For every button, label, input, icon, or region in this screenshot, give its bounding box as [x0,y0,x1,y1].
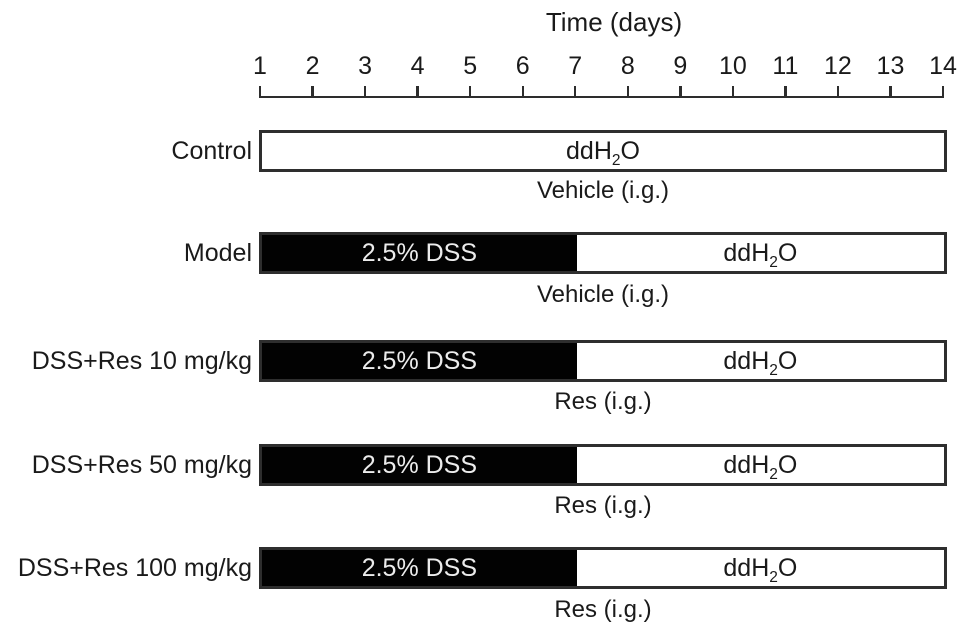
axis-tick-mark [626,86,629,98]
ddh2o-label: ddH2O [723,238,798,271]
treatment-label-res10: Res (i.g.) [554,388,652,415]
axis-day-number: 11 [772,52,799,80]
axis-tick-mark [574,86,577,98]
ddh2o-label-subscript: 2 [611,151,621,169]
axis-tick-mark [784,86,787,98]
ddh2o-label-subscript: 2 [769,361,778,379]
timeline-bar-control: ddH2O [259,130,947,172]
axis-day-number: 1 [253,52,267,80]
ddh2o-label-main: ddH [723,553,770,582]
axis-tick-mark [889,86,892,98]
segment-dss: 2.5% DSS [262,235,577,271]
segment-ddh2o: ddH2O [577,550,944,586]
timeline-bar-res50: 2.5% DSS ddH2O [259,444,947,486]
treatment-label-res50: Res (i.g.) [554,492,652,519]
ddh2o-label-main: ddH [723,238,770,267]
treatment-label-res100: Res (i.g.) [554,596,652,623]
segment-dss: 2.5% DSS [262,550,577,586]
axis-day-number: 13 [876,52,905,80]
axis-tick-mark [363,86,367,98]
axis-tick-mark [679,86,682,98]
axis-tick-mark [258,86,262,98]
treatment-label-control: Vehicle (i.g.) [536,177,670,204]
axis-tick-mark [836,86,840,98]
axis-day-number: 8 [620,52,635,80]
ddh2o-label-subscript: 2 [769,465,778,483]
time-axis: 1 2 3 4 5 6 7 8 9 10 11 12 13 14 [253,52,957,100]
axis-day-number: 9 [673,52,688,80]
ddh2o-label-tail: O [620,136,640,165]
axis-day-number: 10 [718,52,747,80]
segment-ddh2o: ddH2O [577,343,944,379]
ddh2o-label-tail: O [777,238,798,267]
ddh2o-label-tail: O [777,553,798,582]
group-label-control: Control [171,136,252,165]
ddh2o-label: ddH2O [723,346,798,379]
axis-tick-mark [521,86,524,98]
axis-day-number: 6 [515,52,530,80]
timeline-bar-model: 2.5% DSS ddH2O [259,232,947,274]
segment-dss: 2.5% DSS [262,447,577,483]
axis-day-number: 3 [358,52,373,80]
ddh2o-label-subscript: 2 [769,253,778,271]
axis-day-number: 2 [305,52,320,80]
axis-tick-mark [468,86,472,98]
ddh2o-label: ddH2O [723,553,798,586]
dss-label: 2.5% DSS [361,346,478,375]
axis-tick-mark [311,86,314,98]
segment-ddh2o: ddH2O [262,133,944,169]
axis-day-number: 5 [463,52,478,80]
axis-tick-mark [731,86,735,98]
group-label-res10: DSS+Res 10 mg/kg [31,346,252,375]
timeline-bar-res100: 2.5% DSS ddH2O [259,547,947,589]
segment-dss: 2.5% DSS [262,343,577,379]
axis-line [259,95,944,98]
treatment-label-model: Vehicle (i.g.) [536,281,670,308]
axis-tick-mark [416,86,419,98]
ddh2o-label-tail: O [777,346,798,375]
group-label-res50: DSS+Res 50 mg/kg [31,450,252,479]
ddh2o-label-tail: O [777,450,798,479]
ddh2o-label-subscript: 2 [769,568,778,586]
ddh2o-label: ddH2O [723,450,798,483]
segment-ddh2o: ddH2O [577,447,944,483]
segment-ddh2o: ddH2O [577,235,944,271]
timeline-bar-res10: 2.5% DSS ddH2O [259,340,947,382]
axis-tick-mark [941,86,945,98]
dss-label: 2.5% DSS [361,553,478,582]
group-label-model: Model [183,238,252,267]
ddh2o-label-main: ddH [566,136,612,165]
ddh2o-label-main: ddH [723,450,770,479]
ddh2o-label: ddH2O [566,136,640,169]
time-axis-title: Time (days) [545,7,683,37]
axis-day-number: 7 [568,52,583,80]
ddh2o-label-main: ddH [723,346,770,375]
dss-label: 2.5% DSS [361,450,478,479]
axis-day-number: 14 [929,52,957,80]
dss-label: 2.5% DSS [361,238,478,267]
axis-day-number: 12 [824,52,852,80]
group-label-res100: DSS+Res 100 mg/kg [17,553,252,582]
axis-day-number: 4 [410,52,425,80]
